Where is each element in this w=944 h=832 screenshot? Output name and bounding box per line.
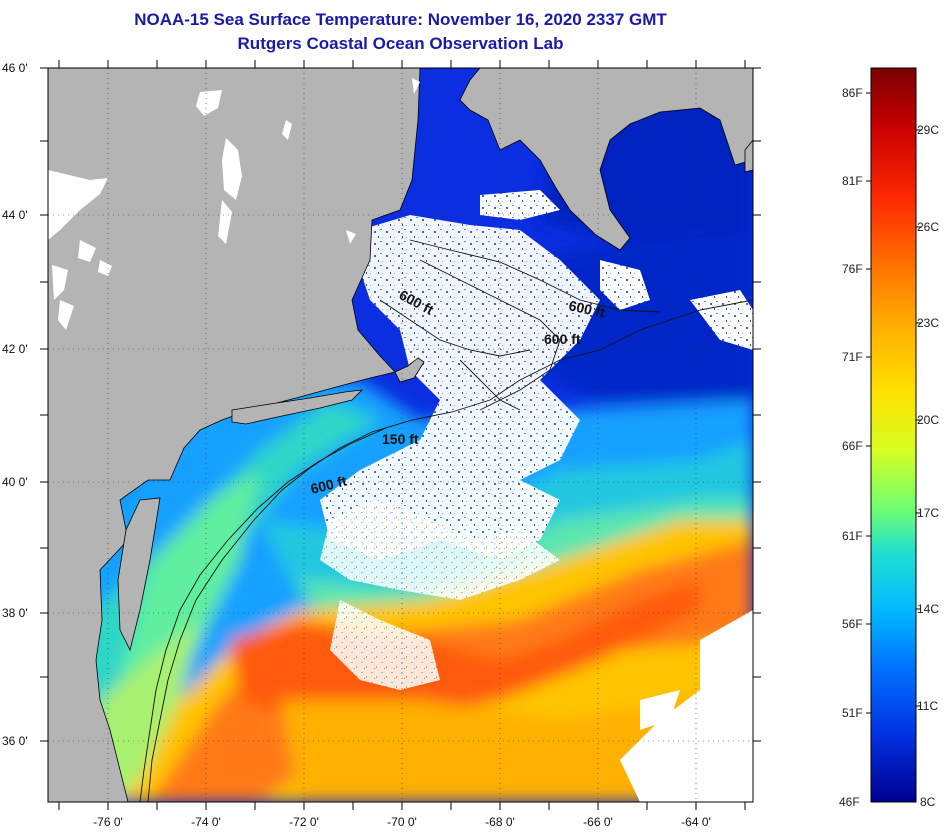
map-subtitle: Rutgers Coastal Ocean Observation Lab xyxy=(237,34,564,53)
longitude-labels: -76 0' -74 0' -72 0' -70 0' -68 0' -66 0… xyxy=(93,815,711,829)
colorbar-c-label: 11C xyxy=(917,699,938,713)
map-ticks xyxy=(40,60,761,810)
lat-label: 36 0' xyxy=(2,734,28,748)
cloud-cover xyxy=(320,140,753,802)
lat-label: 40 0' xyxy=(2,475,28,489)
lon-label: -76 0' xyxy=(93,815,123,829)
lat-label: 38 0' xyxy=(2,606,28,620)
colorbar-gradient xyxy=(870,67,917,803)
contour-label: 150 ft xyxy=(382,431,419,447)
colorbar-c-label: 26C xyxy=(917,220,939,234)
colorbar-c-label: 20C xyxy=(917,413,939,427)
lon-label: -68 0' xyxy=(485,815,515,829)
colorbar-f-label: 51F xyxy=(842,706,863,720)
lon-label: -64 0' xyxy=(681,815,711,829)
lon-label: -70 0' xyxy=(387,815,417,829)
temperature-colorbar: 86F 81F 76F 71F 66F 61F 56F 51F 46F 29C … xyxy=(839,67,939,809)
colorbar-f-label: 56F xyxy=(842,617,863,631)
colorbar-f-label: 86F xyxy=(842,86,863,100)
map-panel: 600 ft 600 ft 600 ft 150 ft 600 ft xyxy=(48,68,753,802)
lat-label: 44 0' xyxy=(2,208,28,222)
colorbar-c-label: 17C xyxy=(917,506,939,520)
contour-label: 600 ft xyxy=(567,297,606,320)
colorbar-f-label: 81F xyxy=(842,174,863,188)
colorbar-c-label: 8C xyxy=(920,795,936,809)
colorbar-f-label: 76F xyxy=(842,262,863,276)
contour-label: 600 ft xyxy=(544,331,581,347)
bathymetry-contours xyxy=(139,239,753,802)
colorbar-c-label: 29C xyxy=(917,123,939,137)
lon-label: -74 0' xyxy=(191,815,221,829)
colorbar-f-label: 46F xyxy=(839,795,860,809)
colorbar-f-label: 66F xyxy=(842,439,863,453)
colorbar-f-label: 71F xyxy=(842,350,863,364)
lon-label: -72 0' xyxy=(289,815,319,829)
colorbar-c-label: 23C xyxy=(917,316,939,330)
map-border xyxy=(47,67,754,803)
lat-label: 46 0' xyxy=(2,61,28,75)
land xyxy=(48,68,753,802)
latitude-labels: 46 0' 44 0' 42 0' 40 0' 38 0' 36 0' xyxy=(2,61,28,748)
colorbar-c-label: 14C xyxy=(917,602,939,616)
inland-white-features xyxy=(48,78,420,330)
map-title: NOAA-15 Sea Surface Temperature: Novembe… xyxy=(134,10,667,29)
colorbar-f-label: 61F xyxy=(842,529,863,543)
lat-label: 42 0' xyxy=(2,342,28,356)
lon-label: -66 0' xyxy=(583,815,613,829)
